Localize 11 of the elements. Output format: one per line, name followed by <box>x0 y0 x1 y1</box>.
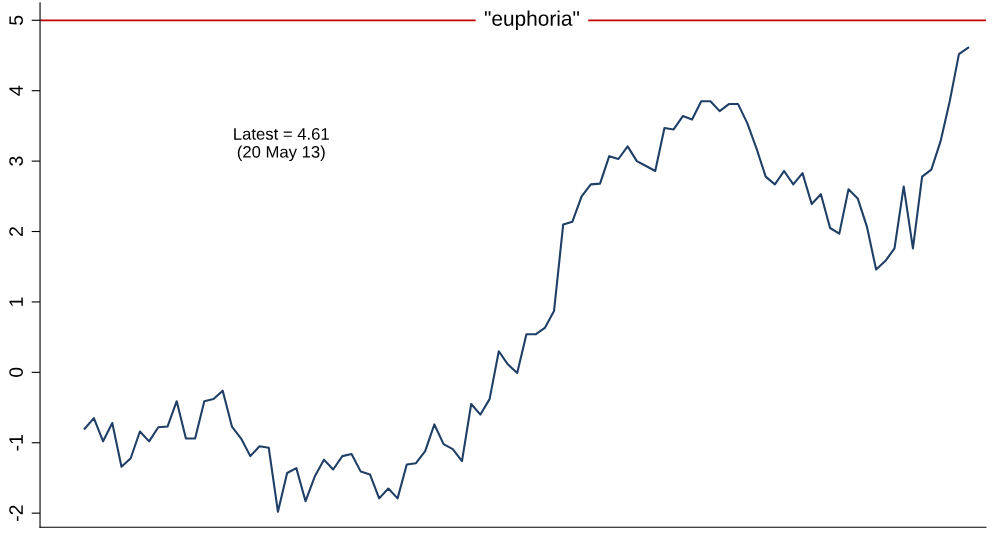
annotation: Latest = 4.61 (20 May 13) <box>234 128 329 162</box>
y-tick-label: 0 <box>9 367 23 377</box>
y-tick-label: -2 <box>9 505 23 521</box>
y-tick-label: 4 <box>9 85 23 96</box>
ref-line-label: "euphoria" <box>484 10 579 30</box>
y-tick-label: -1 <box>9 435 23 451</box>
line-series <box>83 46 970 513</box>
y-tick-label: 1 <box>9 297 23 306</box>
y-tick-label: 3 <box>9 156 23 166</box>
y-tick-label: 5 <box>9 15 23 25</box>
y-tick-label: 2 <box>9 227 23 236</box>
